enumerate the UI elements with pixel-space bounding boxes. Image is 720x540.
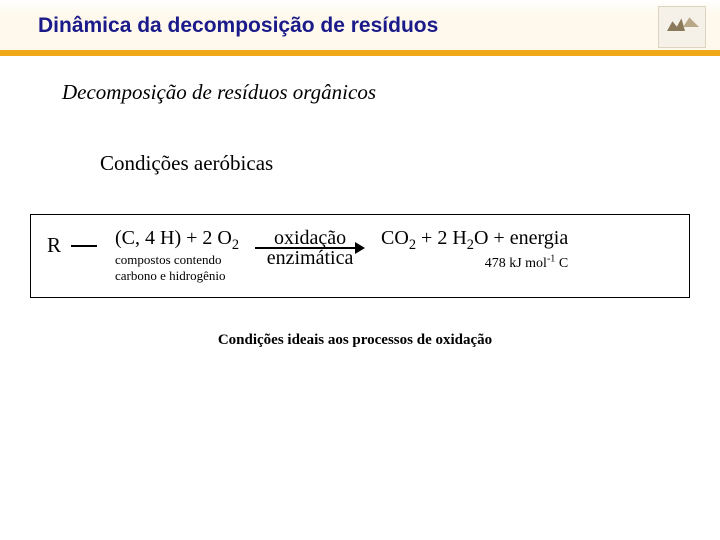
equation-connector-line [71, 245, 97, 247]
reactant-note-line2: carbono e hidrogênio [115, 268, 225, 283]
section-title: Condições aeróbicas [100, 151, 680, 176]
content-area: Decomposição de resíduos orgânicos Condi… [0, 56, 720, 349]
footer-note: Condições ideais aos processos de oxidaç… [30, 332, 680, 349]
header-bar: Dinâmica da decomposição de resíduos [0, 0, 720, 56]
equation-r-label: R [47, 227, 71, 258]
equation-product: CO2 + 2 H2O + energia [381, 227, 568, 250]
equation-energy: 478 kJ mol-1 C [381, 256, 568, 272]
reaction-arrow-icon [255, 241, 365, 255]
reactant-note-line1: compostos contendo [115, 252, 222, 267]
equation-reactant-group: (C, 4 H) + 2 O2 compostos contendo carbo… [115, 227, 247, 283]
equation-product-group: CO2 + 2 H2O + energia 478 kJ mol-1 C [373, 227, 568, 272]
header-decoration-icon [658, 6, 706, 48]
subtitle: Decomposição de resíduos orgânicos [62, 80, 680, 105]
equation-reactant: (C, 4 H) + 2 O2 [115, 227, 239, 250]
equation-box: R (C, 4 H) + 2 O2 compostos contendo car… [30, 214, 690, 298]
equation-reactant-note: compostos contendo carbono e hidrogênio [115, 252, 239, 283]
page-title: Dinâmica da decomposição de resíduos [38, 14, 720, 38]
equation-arrow-group: oxidação enzimática [247, 227, 373, 269]
